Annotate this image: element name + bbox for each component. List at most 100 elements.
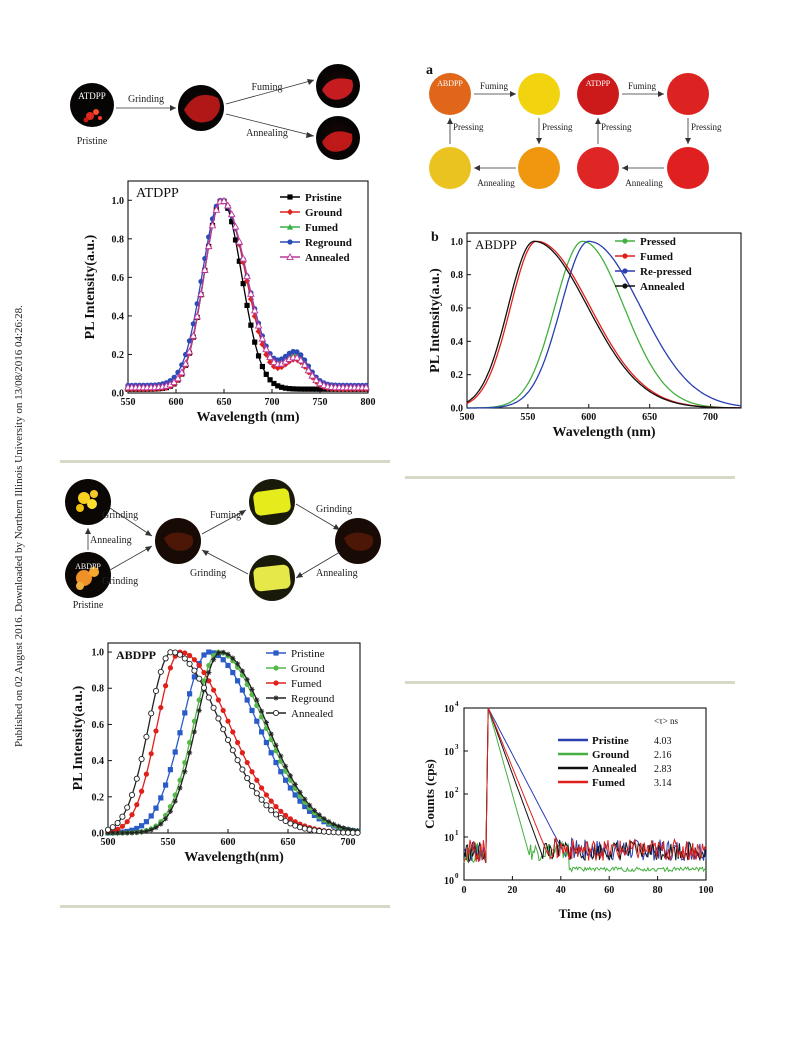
point	[292, 792, 298, 798]
point	[114, 819, 121, 827]
y-tick-exp-4: 4	[455, 700, 459, 708]
point	[254, 718, 260, 724]
point	[279, 384, 285, 390]
point	[115, 826, 121, 832]
x-tick-label-1: 600	[169, 397, 184, 408]
point	[308, 371, 317, 379]
point	[134, 802, 140, 808]
legend-label-0: Pristine	[305, 192, 342, 204]
x-tick-label-3: 650	[642, 412, 657, 423]
y-tick-label-4: 0.8	[112, 234, 125, 245]
point	[302, 804, 308, 810]
y-tick-label-5: 1.0	[112, 196, 125, 207]
point	[224, 736, 232, 743]
point	[259, 708, 265, 714]
pristine-sample-image	[70, 83, 114, 127]
x-tick-label-0: 0	[462, 885, 467, 896]
legend-header: <τ> ns	[654, 716, 679, 726]
point	[300, 360, 309, 368]
point	[259, 363, 265, 370]
y-tick-label-2: 10	[444, 790, 454, 801]
fig3-fuming-label: Fuming	[210, 510, 241, 521]
fig3-pristine-label: Pristine	[73, 600, 104, 611]
point	[187, 652, 193, 659]
legend-marker-3	[622, 283, 628, 289]
point	[191, 718, 197, 724]
point	[297, 798, 303, 804]
point	[263, 792, 269, 798]
annealing-label: Annealing	[246, 128, 288, 139]
point	[313, 386, 319, 392]
legend-marker-4	[286, 252, 294, 261]
point	[235, 739, 241, 746]
point	[263, 802, 270, 809]
atdpp-pressing-label-right: Pressing	[691, 122, 722, 132]
point	[134, 825, 140, 832]
sidebar-publication-note: Published on 02 August 2016. Downloaded …	[13, 305, 25, 747]
point	[250, 306, 259, 314]
point	[321, 816, 327, 822]
series-reground	[105, 649, 361, 836]
point	[283, 777, 289, 783]
point	[177, 730, 183, 736]
abdpp-pressing-label-right: Pressing	[542, 122, 573, 132]
point	[248, 783, 256, 790]
point	[248, 322, 254, 328]
point	[282, 817, 289, 825]
x-tick-label-0: 550	[121, 397, 136, 408]
atdpp-pressing-label-left: Pressing	[601, 122, 632, 132]
point	[205, 694, 212, 701]
legend-marker-1	[273, 665, 279, 671]
y-tick-exp-3: 3	[455, 743, 459, 751]
series-line-pressed	[467, 240, 741, 409]
point	[229, 747, 236, 754]
x-tick-label-4: 700	[341, 837, 356, 848]
point	[158, 821, 164, 827]
point	[232, 237, 239, 243]
legend-label-0: Pristine	[592, 735, 629, 747]
point	[319, 381, 328, 389]
point	[234, 757, 241, 764]
x-tick-label-1: 550	[520, 412, 535, 423]
x-tick-label-2: 600	[581, 412, 596, 423]
atdpp-pl-chart: 550 600 650 700 750 800 0.0 0.2 0.4 0.6 0.8 1.0 Wave…	[83, 180, 376, 425]
legend-label-2: Re-pressed	[640, 266, 692, 278]
point	[105, 830, 111, 836]
x-axis-label: Wavelength (nm)	[196, 410, 299, 425]
point	[163, 816, 169, 822]
point	[201, 669, 207, 676]
legend-marker-2	[273, 680, 279, 686]
fig3-grinding-label-bottom: Grinding	[102, 576, 138, 587]
point	[268, 731, 274, 737]
point	[196, 662, 202, 669]
legend-marker-2	[622, 268, 628, 274]
point	[201, 652, 207, 658]
point	[326, 819, 332, 825]
point	[340, 825, 346, 831]
point	[220, 657, 226, 663]
point	[208, 221, 217, 229]
y-tick-label-1: 0.2	[451, 370, 464, 381]
series-fumed	[105, 649, 361, 836]
point	[263, 371, 269, 377]
y-axis-label: PL Intensity(a.u.)	[83, 234, 98, 339]
point	[148, 710, 155, 717]
legend-label-3: Annealed	[640, 281, 685, 293]
figure-divider-4	[405, 681, 735, 684]
decay-series-fumed	[463, 707, 707, 863]
legend-marker-2	[286, 223, 294, 230]
y-tick-label-4: 10	[444, 704, 454, 715]
legend-label-3: Fumed	[592, 777, 625, 789]
legend-marker-1	[622, 253, 628, 259]
point	[172, 798, 178, 804]
atdpp-disc-4	[577, 147, 619, 189]
y-tick-exp-2: 2	[455, 786, 459, 794]
abdpp-pressing-label-left: Pressing	[453, 122, 484, 132]
point	[273, 742, 279, 748]
chart-title: ATDPP	[136, 186, 179, 201]
point	[109, 824, 116, 831]
point	[294, 349, 300, 355]
point	[316, 379, 324, 387]
atdpp-scheme: ATDPP Pristine Grinding Fuming Annealing	[70, 64, 360, 160]
decay-series-annealed	[463, 707, 707, 864]
